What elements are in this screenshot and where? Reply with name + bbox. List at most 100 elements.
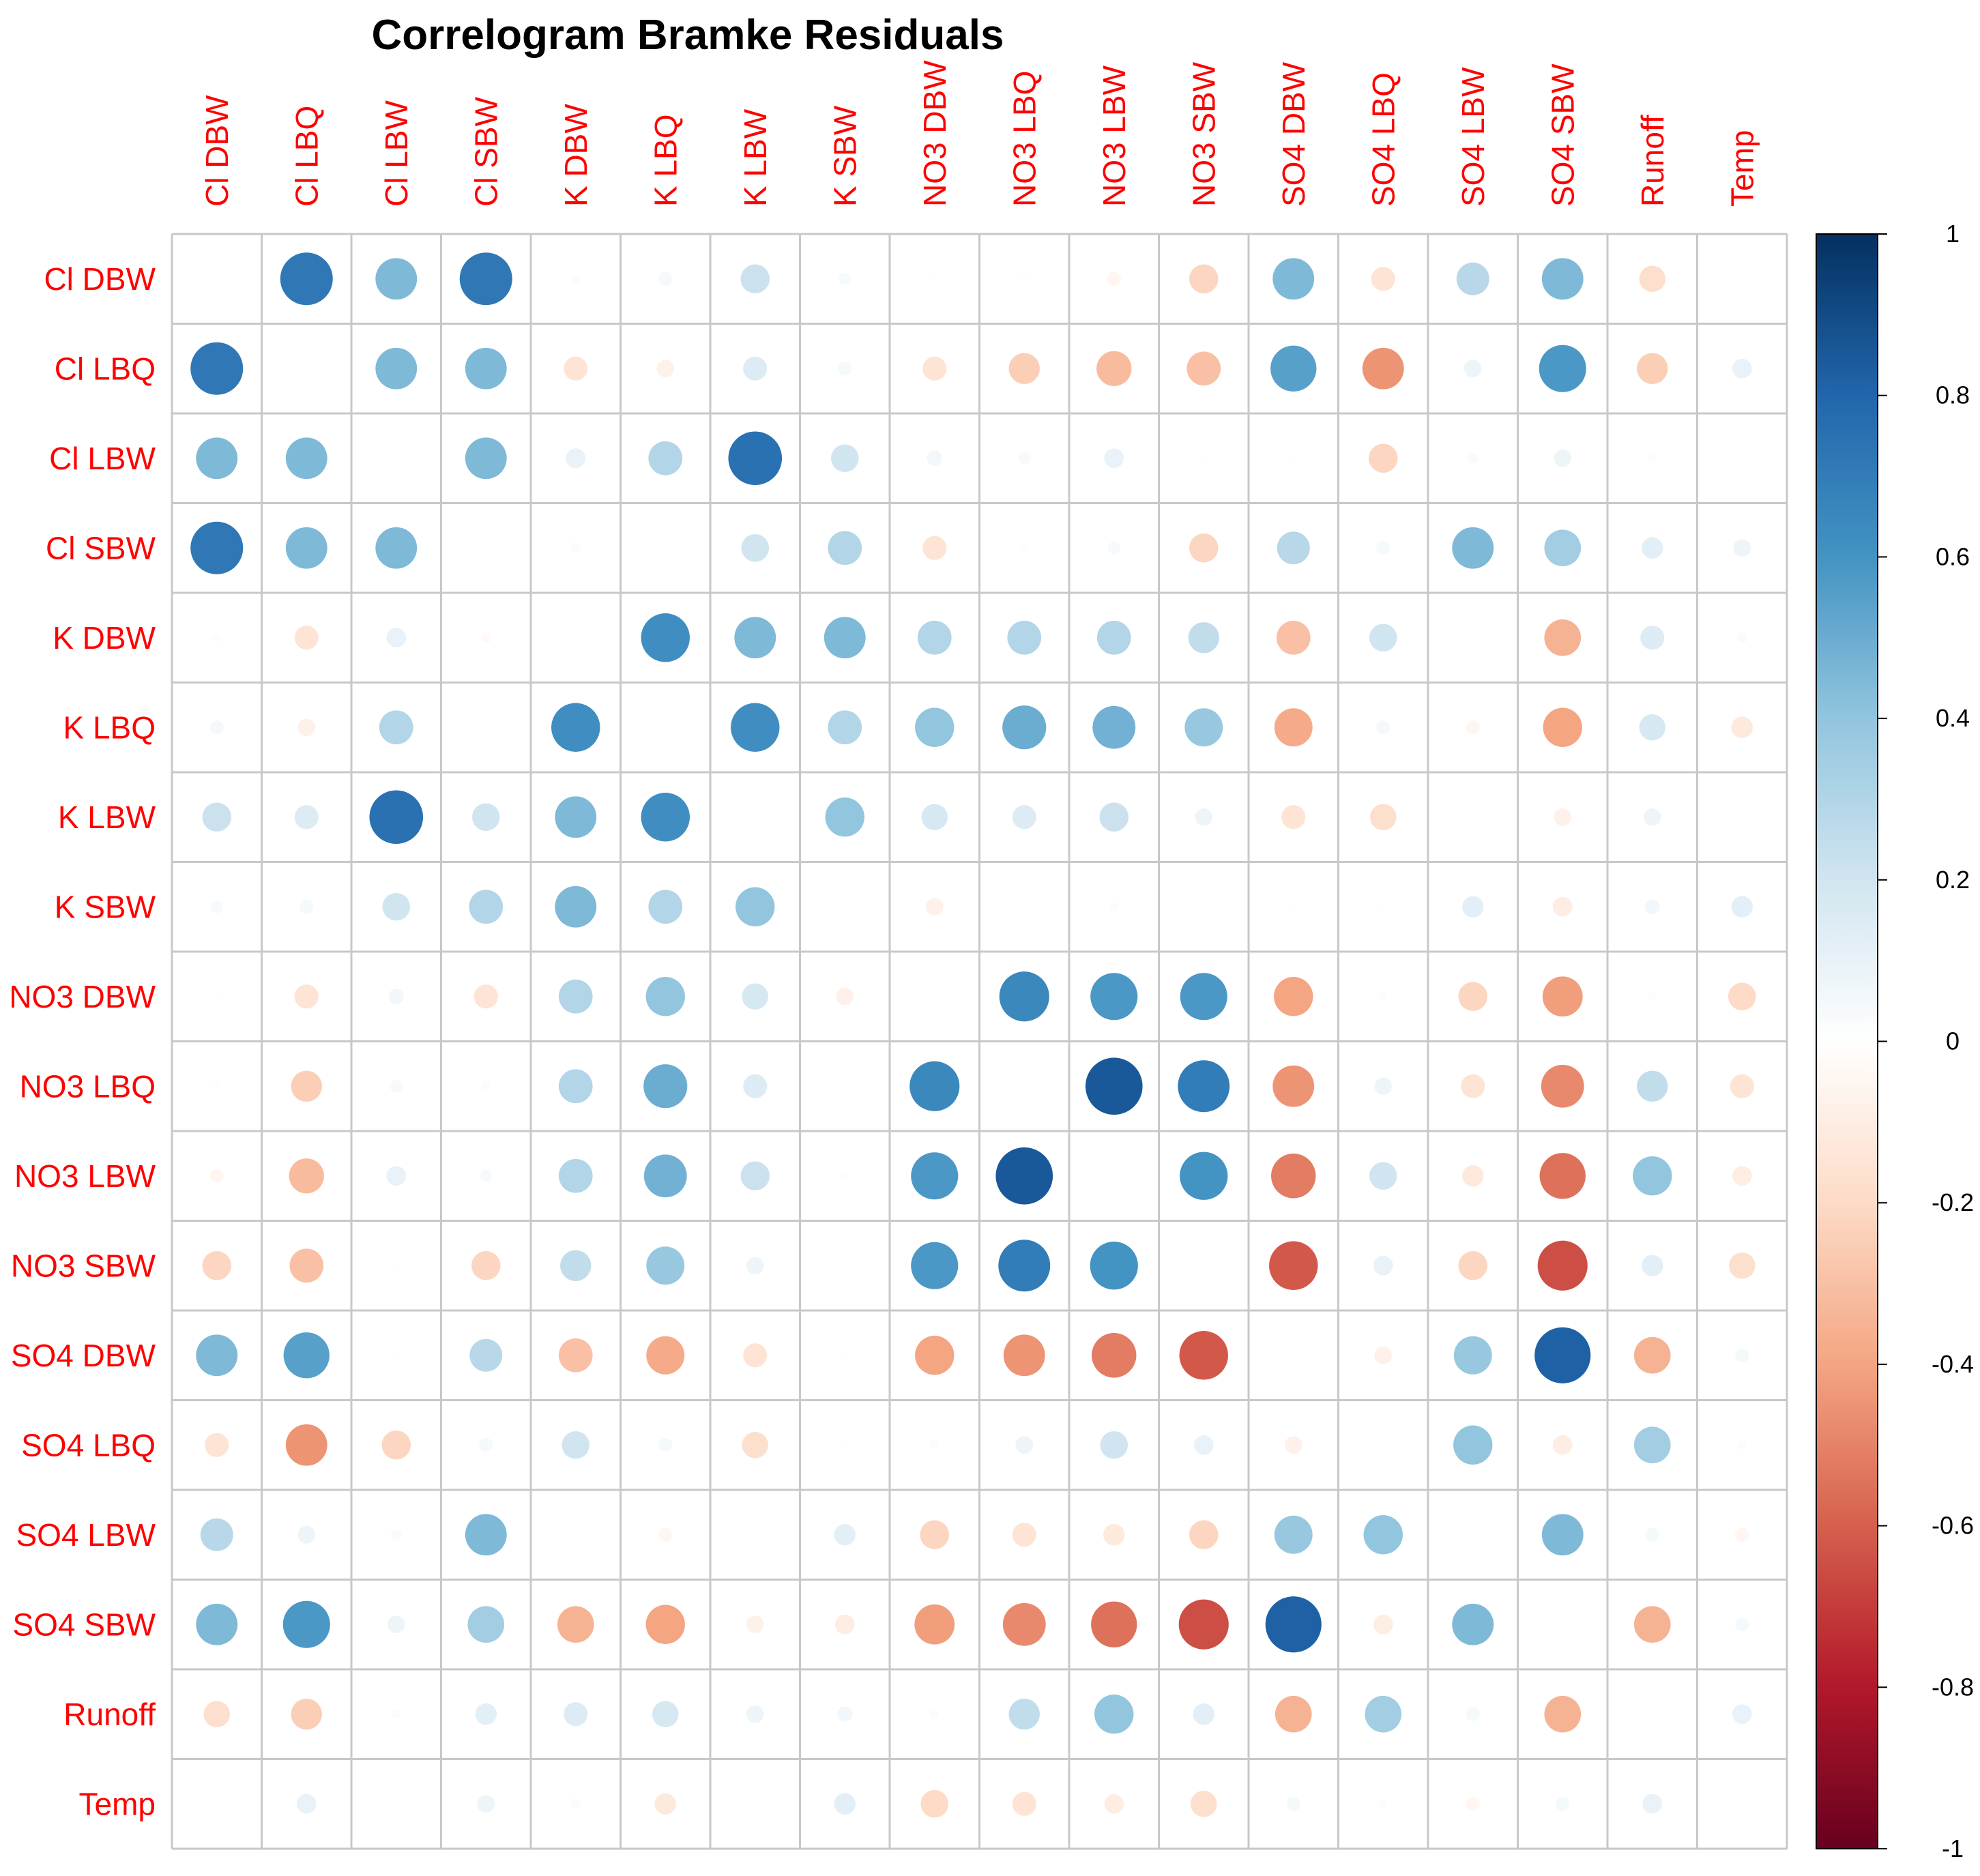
- corr-circle-3-2: [375, 527, 418, 569]
- corr-circle-2-1: [285, 437, 327, 480]
- corr-circle-6-1: [294, 805, 319, 830]
- row-labels: Cl DBW Cl LBQ Cl LBW Cl SBW K DBW K LBQ K LBW K…: [9, 261, 156, 1822]
- corr-circle-12-4: [558, 1338, 593, 1373]
- row-label-6: K LBW: [58, 800, 156, 835]
- corr-circle-8-13: [1378, 992, 1388, 1001]
- corr-circle-16-9: [1008, 1699, 1040, 1730]
- corr-circle-13-15: [1552, 1435, 1573, 1455]
- corr-circle-10-8: [911, 1152, 959, 1200]
- corr-circle-10-0: [209, 1169, 224, 1183]
- corr-circle-3-12: [1277, 531, 1310, 565]
- corr-circle-16-2: [392, 1710, 401, 1719]
- corr-circle-7-12: [1290, 903, 1297, 910]
- corr-circle-8-1: [294, 984, 319, 1009]
- corr-circle-10-2: [386, 1166, 407, 1186]
- corr-circle-4-9: [1007, 620, 1042, 655]
- corr-circle-1-17: [1732, 358, 1752, 379]
- color-legend-tick-label-1: 0.8: [1936, 381, 1970, 409]
- corr-circle-14-8: [920, 1520, 950, 1550]
- corr-circle-4-6: [734, 617, 776, 659]
- corr-circle-15-6: [746, 1615, 764, 1634]
- corr-circle-1-11: [1186, 351, 1221, 386]
- corr-circle-12-1: [283, 1332, 330, 1379]
- color-legend-tick-label-3: 0.4: [1936, 704, 1970, 732]
- corr-circle-8-3: [474, 984, 498, 1009]
- column-label-13: SO4 LBQ: [1365, 72, 1401, 207]
- corr-circle-0-10: [1107, 272, 1121, 286]
- corr-circle-17-4: [570, 1798, 581, 1810]
- corr-circle-13-14: [1453, 1425, 1493, 1465]
- corr-circle-13-7: [841, 1441, 848, 1448]
- corr-circle-13-6: [742, 1432, 768, 1459]
- corr-circle-8-10: [1090, 973, 1138, 1021]
- corr-circle-14-7: [834, 1524, 856, 1546]
- corr-circle-15-17: [1735, 1617, 1749, 1632]
- corr-circle-1-15: [1539, 345, 1586, 392]
- corr-circle-7-5: [648, 890, 683, 924]
- corr-circle-6-13: [1370, 804, 1397, 830]
- column-label-11: NO3 SBW: [1186, 61, 1221, 207]
- corr-circle-8-9: [999, 971, 1049, 1022]
- corr-circle-11-0: [202, 1250, 232, 1280]
- corr-circle-3-14: [1452, 527, 1494, 569]
- corr-circle-2-10: [1104, 448, 1124, 469]
- corr-circle-0-16: [1639, 265, 1665, 292]
- column-label-9: NO3 LBQ: [1006, 71, 1042, 207]
- corr-circle-10-6: [740, 1161, 770, 1191]
- corr-circle-5-13: [1376, 720, 1391, 735]
- corr-circle-16-1: [291, 1699, 322, 1730]
- corr-circle-13-2: [381, 1430, 411, 1460]
- corr-circle-0-13: [1371, 267, 1395, 291]
- corr-circle-12-6: [743, 1343, 768, 1368]
- corr-circle-9-1: [291, 1070, 322, 1102]
- corr-circle-9-15: [1541, 1064, 1584, 1108]
- corr-circle-11-3: [471, 1250, 501, 1280]
- corr-circle-7-1: [300, 900, 314, 914]
- corr-circle-2-5: [648, 441, 683, 475]
- corr-circle-5-9: [1002, 705, 1047, 750]
- corr-circle-6-10: [1099, 802, 1129, 832]
- row-label-4: K DBW: [53, 620, 156, 656]
- column-label-1: Cl LBQ: [289, 106, 324, 207]
- row-label-12: SO4 DBW: [11, 1338, 156, 1373]
- row-label-17: Temp: [79, 1786, 156, 1821]
- corr-circle-5-11: [1184, 708, 1223, 747]
- corr-circle-12-2: [393, 1352, 400, 1359]
- corr-circle-13-4: [562, 1431, 590, 1459]
- corr-circle-12-17: [1735, 1348, 1749, 1362]
- corr-circle-7-8: [925, 898, 944, 916]
- corr-circle-7-16: [1644, 899, 1660, 915]
- corr-circle-15-10: [1091, 1601, 1137, 1647]
- corr-circle-9-16: [1637, 1070, 1668, 1102]
- corr-circle-3-8: [922, 536, 947, 560]
- column-label-16: Runoff: [1635, 115, 1670, 207]
- corr-circle-1-6: [743, 356, 768, 381]
- corr-circle-6-11: [1195, 808, 1213, 826]
- corr-circle-3-4: [570, 542, 581, 554]
- corr-circle-10-14: [1462, 1165, 1484, 1187]
- corr-circle-11-9: [998, 1240, 1051, 1292]
- corr-circle-7-2: [382, 892, 411, 921]
- corr-circle-8-17: [1728, 982, 1756, 1011]
- circles-layer: [190, 252, 1756, 1818]
- corr-circle-1-0: [190, 342, 244, 395]
- row-label-13: SO4 LBQ: [21, 1427, 156, 1463]
- corr-circle-9-6: [743, 1074, 768, 1098]
- corr-circle-5-15: [1543, 707, 1582, 747]
- corr-circle-16-11: [1193, 1703, 1214, 1725]
- corr-circle-2-9: [1018, 452, 1031, 465]
- corr-circle-2-4: [566, 448, 586, 469]
- corr-circle-2-8: [927, 450, 942, 466]
- corr-circle-16-14: [1466, 1707, 1480, 1721]
- corr-circle-0-1: [280, 252, 333, 306]
- corr-circle-1-10: [1096, 351, 1132, 386]
- corr-circle-3-6: [741, 533, 770, 562]
- corr-circle-5-0: [209, 720, 224, 735]
- corr-circle-17-8: [920, 1789, 949, 1818]
- corr-circle-5-16: [1639, 714, 1665, 741]
- column-label-15: SO4 SBW: [1545, 63, 1580, 207]
- corr-circle-7-6: [736, 887, 775, 926]
- corr-circle-15-14: [1452, 1603, 1494, 1645]
- corr-circle-3-7: [828, 531, 862, 566]
- corr-circle-15-0: [196, 1603, 238, 1645]
